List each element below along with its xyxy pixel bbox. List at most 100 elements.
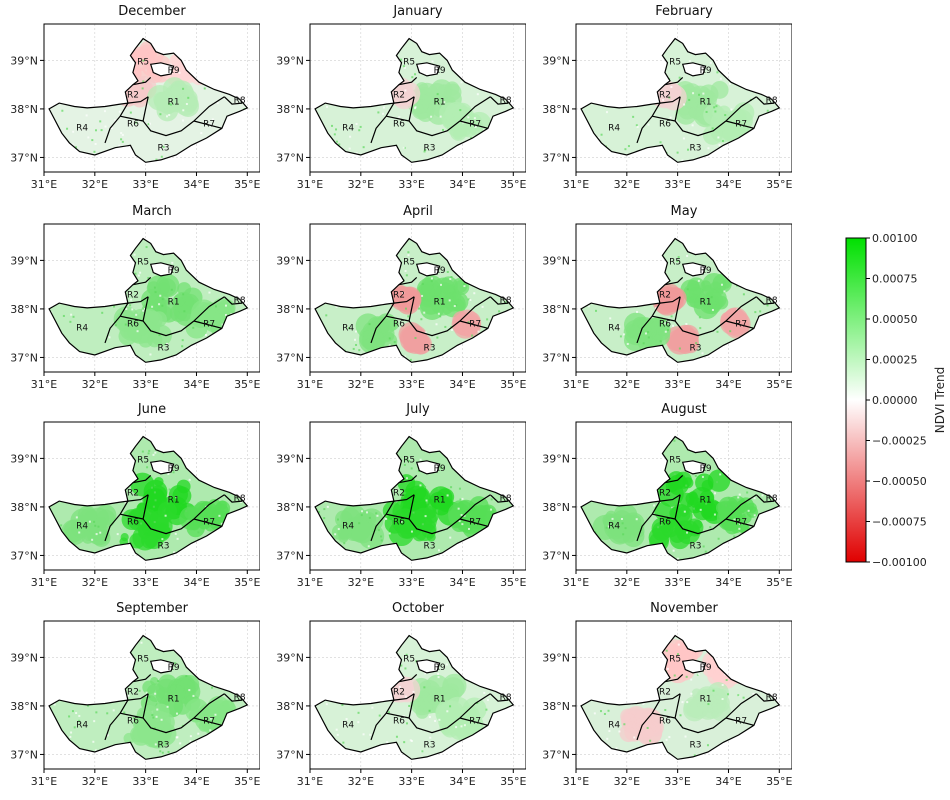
lon-tick-label: 35°E <box>766 576 792 589</box>
lat-tick-label: 37°N <box>10 351 38 364</box>
region-label-r1: R1 <box>168 695 180 705</box>
region-boundaries <box>48 435 249 561</box>
region-label-r7: R7 <box>469 319 481 329</box>
panel-title: March <box>132 204 172 219</box>
map-svg: R1 R2 R3 R4 R5 R6 R7 R8 R9 37°N 38°N 39°N 31°E 32°E 33… <box>276 223 526 391</box>
region-label-r9: R9 <box>168 464 180 474</box>
region-boundaries <box>48 237 249 363</box>
lon-tick-label: 33°E <box>664 576 690 589</box>
lat-tick-label: 37°N <box>10 151 38 164</box>
region-label-r1: R1 <box>168 298 180 308</box>
region-label-r9: R9 <box>434 464 446 474</box>
region-label-r6: R6 <box>127 517 139 527</box>
colorbar-ticks: 0.00100 0.00075 0.00050 0.00025 0.00000 −0.00… <box>866 232 927 569</box>
colorbar-tick-label: −0.00025 <box>872 435 927 448</box>
region-label-r7: R7 <box>735 119 747 129</box>
colorbar-tick-label: 0.00100 <box>872 232 918 245</box>
region-label-r2: R2 <box>393 488 405 498</box>
region-label-r8: R8 <box>234 96 246 106</box>
lon-tick-label: 31°E <box>31 576 57 589</box>
region-label-r1: R1 <box>700 496 712 506</box>
region-label-r9: R9 <box>168 663 180 673</box>
colorbar-tick-label: −0.00075 <box>872 516 927 529</box>
lat-tick-label: 38°N <box>542 103 570 116</box>
lon-tick-label: 33°E <box>132 775 158 788</box>
axes-frame <box>309 421 526 571</box>
map-panel-november: R1 R2 R3 R4 R5 R6 R7 R8 R9 37°N 38°N 39°N 31°E 32°E 33… <box>532 597 792 795</box>
axes-frame <box>43 223 260 373</box>
lon-tick-label: 31°E <box>297 576 323 589</box>
panel-title: July <box>406 402 430 417</box>
region-label-r6: R6 <box>659 716 671 726</box>
lon-tick-label: 32°E <box>614 775 640 788</box>
lat-tick-label: 39°N <box>542 54 570 67</box>
lat-tick-label: 38°N <box>10 303 38 316</box>
panel-title: August <box>661 402 707 417</box>
region-label-r3: R3 <box>423 741 435 751</box>
axes-frame <box>309 23 526 173</box>
region-label-r6: R6 <box>127 716 139 726</box>
lat-tick-label: 39°N <box>10 254 38 267</box>
lon-tick-label: 34°E <box>183 775 209 788</box>
region-boundaries <box>48 634 249 760</box>
lat-tick-label: 38°N <box>10 103 38 116</box>
region-boundaries <box>314 634 515 760</box>
lon-tick-label: 35°E <box>766 378 792 391</box>
lon-tick-label: 34°E <box>449 775 475 788</box>
region-label-r3: R3 <box>423 542 435 552</box>
region-label-r6: R6 <box>393 319 405 329</box>
lat-tick-label: 39°N <box>542 254 570 267</box>
region-label-r7: R7 <box>203 319 215 329</box>
region-label-r5: R5 <box>403 654 415 664</box>
map-svg: R1 R2 R3 R4 R5 R6 R7 R8 R9 37°N 38°N 39°N 31°E 32°E 33… <box>276 23 526 191</box>
lon-tick-label: 33°E <box>398 178 424 191</box>
region-label-r3: R3 <box>157 144 169 154</box>
lat-tick-label: 37°N <box>542 351 570 364</box>
lat-tick-label: 39°N <box>542 651 570 664</box>
lon-tick-label: 33°E <box>132 576 158 589</box>
lat-tick-label: 38°N <box>542 303 570 316</box>
lat-tick-label: 37°N <box>276 748 304 761</box>
lon-tick-label: 31°E <box>297 378 323 391</box>
lat-tick-label: 38°N <box>10 501 38 514</box>
lat-tick-label: 38°N <box>276 501 304 514</box>
lon-tick-label: 31°E <box>563 775 589 788</box>
lon-tick-label: 33°E <box>664 775 690 788</box>
region-label-r4: R4 <box>76 323 88 333</box>
lon-tick-label: 32°E <box>82 775 108 788</box>
region-label-r1: R1 <box>434 496 446 506</box>
region-label-r2: R2 <box>127 90 139 100</box>
map-svg: R1 R2 R3 R4 R5 R6 R7 R8 R9 37°N 38°N 39°N 31°E 32°E 33… <box>10 421 260 589</box>
region-label-r6: R6 <box>659 319 671 329</box>
lat-tick-label: 37°N <box>276 351 304 364</box>
panel-title: December <box>118 4 186 19</box>
region-label-r2: R2 <box>393 687 405 697</box>
region-label-r1: R1 <box>434 98 446 108</box>
region-label-r2: R2 <box>127 488 139 498</box>
region-label-r7: R7 <box>203 119 215 129</box>
lon-tick-label: 32°E <box>348 378 374 391</box>
lon-tick-label: 34°E <box>183 576 209 589</box>
region-label-r9: R9 <box>168 266 180 276</box>
panel-title: June <box>137 402 167 417</box>
region-label-r9: R9 <box>168 66 180 76</box>
region-label-r2: R2 <box>659 488 671 498</box>
region-label-r9: R9 <box>700 663 712 673</box>
region-boundaries <box>314 37 515 163</box>
panel-title: September <box>116 601 188 616</box>
panel-title: January <box>393 4 443 19</box>
region-label-r5: R5 <box>403 57 415 67</box>
lon-tick-label: 34°E <box>183 378 209 391</box>
region-label-r6: R6 <box>659 517 671 527</box>
region-label-r8: R8 <box>500 693 512 703</box>
lon-tick-label: 34°E <box>715 178 741 191</box>
colorbar-tick-label: −0.00100 <box>872 556 927 569</box>
region-label-r9: R9 <box>434 66 446 76</box>
region-label-r4: R4 <box>76 521 88 531</box>
panel-title: October <box>391 601 445 616</box>
region-label-r7: R7 <box>203 517 215 527</box>
region-label-r2: R2 <box>127 687 139 697</box>
lon-tick-label: 33°E <box>132 178 158 191</box>
lon-tick-label: 34°E <box>183 178 209 191</box>
region-label-r4: R4 <box>608 123 620 133</box>
